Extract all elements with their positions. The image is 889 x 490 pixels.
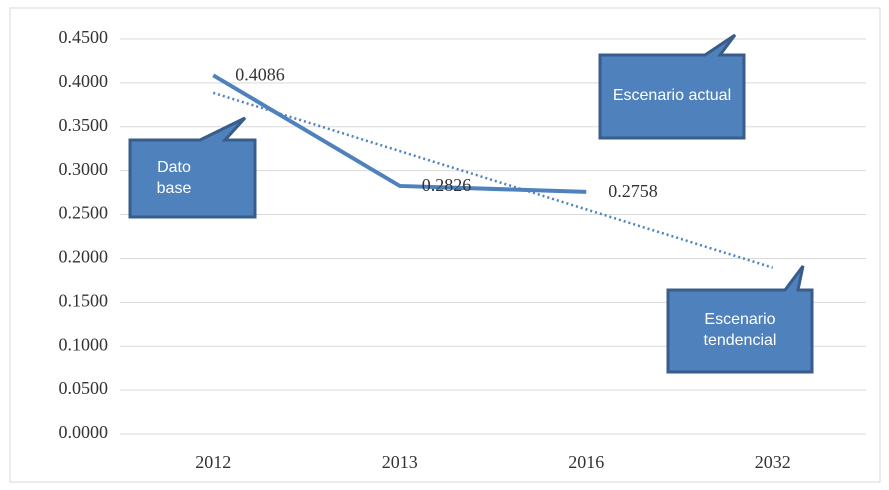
callout-text: Escenario tendencial bbox=[703, 311, 777, 349]
y-tick-label: 0.0000 bbox=[59, 422, 109, 442]
callout-box bbox=[598, 33, 746, 140]
data-label: 0.2758 bbox=[608, 181, 658, 201]
x-tick-label: 2032 bbox=[755, 452, 791, 472]
data-label: 0.4086 bbox=[235, 64, 285, 84]
y-tick-label: 0.3000 bbox=[59, 159, 109, 179]
callout-shapes bbox=[128, 33, 814, 374]
x-tick-label: 2016 bbox=[568, 452, 604, 472]
y-tick-label: 0.4500 bbox=[59, 27, 109, 47]
y-tick-label: 0.2000 bbox=[59, 247, 109, 267]
x-tick-label: 2013 bbox=[382, 452, 418, 472]
callout-box bbox=[666, 265, 814, 374]
callout-text: Escenario actual bbox=[612, 87, 732, 105]
y-tick-label: 0.3500 bbox=[59, 115, 109, 135]
y-tick-label: 0.4000 bbox=[59, 71, 109, 91]
data-label: 0.2826 bbox=[422, 175, 472, 195]
y-tick-label: 0.2500 bbox=[59, 203, 109, 223]
x-tick-label: 2012 bbox=[195, 452, 231, 472]
callout-text: Dato base bbox=[156, 158, 192, 197]
plot: 0.0000 0.0500 0.1000 0.1500 0.2000 0.2500 0.30… bbox=[59, 27, 866, 472]
chart-border bbox=[9, 7, 881, 483]
y-tick-label: 0.1000 bbox=[59, 334, 109, 354]
y-tick-label: 0.1500 bbox=[59, 290, 109, 310]
callout-box bbox=[128, 116, 257, 219]
y-tick-label: 0.0500 bbox=[59, 378, 109, 398]
